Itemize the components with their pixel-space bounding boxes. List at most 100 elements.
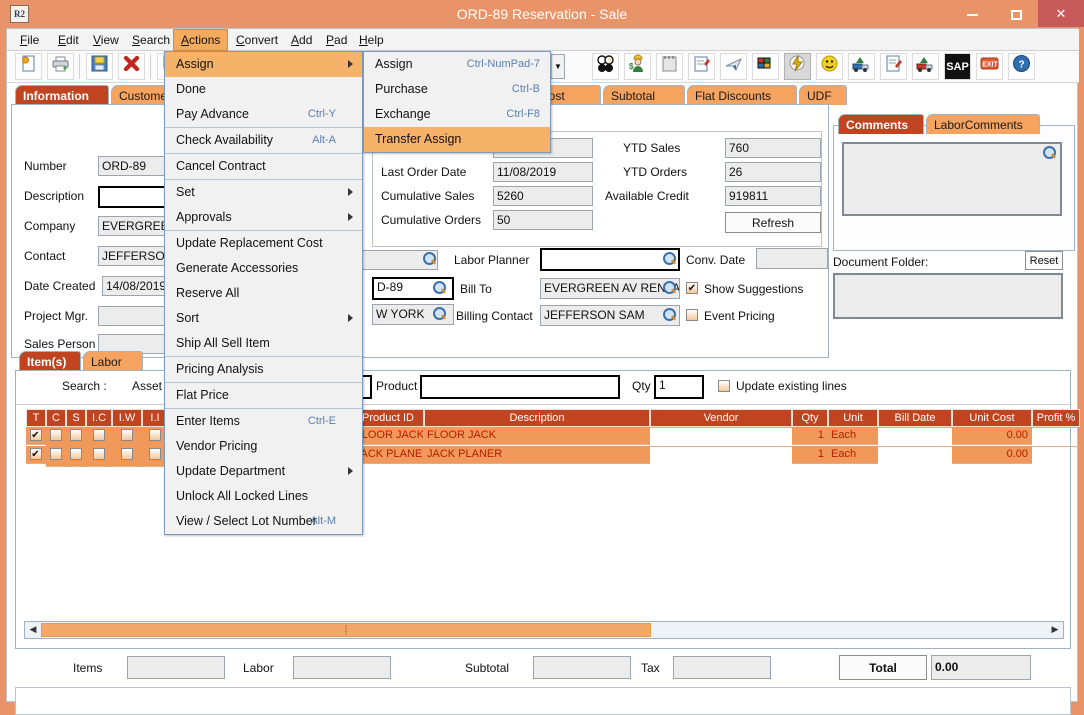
paper-plane-icon[interactable] — [720, 53, 747, 80]
tab-comments[interactable]: Comments — [838, 114, 924, 134]
field-conv-date[interactable] — [756, 248, 828, 269]
edit-document-icon[interactable] — [880, 53, 907, 80]
sap-icon[interactable]: SAP — [944, 53, 971, 80]
truck-load-icon[interactable] — [848, 53, 875, 80]
grid-header-bill-date[interactable]: Bill Date — [878, 409, 952, 427]
row-0-flag-iw[interactable] — [112, 427, 142, 448]
field-labor-planner[interactable] — [540, 248, 680, 271]
qty-input[interactable]: 1 — [654, 375, 704, 399]
row-1-product-id[interactable]: JACK PLANER — [352, 446, 424, 464]
menu-edit[interactable]: Edit — [58, 33, 79, 47]
lookup-icon-bill-to[interactable] — [662, 281, 677, 296]
print-icon[interactable] — [47, 53, 74, 80]
actions-menu-item-pricing-analysis[interactable]: Pricing Analysis — [165, 357, 362, 382]
lookup-icon-order-ref[interactable] — [432, 281, 447, 296]
actions-menu-item-vendor-pricing[interactable]: Vendor Pricing — [165, 434, 362, 459]
actions-menu-item-unlock-all-locked-lines[interactable]: Unlock All Locked Lines — [165, 484, 362, 509]
row-0-bill-date[interactable] — [878, 427, 952, 428]
actions-menu-item-generate-accessories[interactable]: Generate Accessories — [165, 256, 362, 281]
refresh-button[interactable]: Refresh — [725, 212, 821, 233]
notepad-pencil-icon[interactable] — [688, 53, 715, 80]
document-folder-field[interactable] — [833, 273, 1063, 319]
value-tax[interactable] — [673, 656, 771, 679]
assign-submenu-item-exchange[interactable]: Exchange Ctrl-F8 — [364, 102, 550, 127]
actions-menu-item-sort[interactable]: Sort — [165, 306, 362, 331]
grid-header-flag-c[interactable]: C — [46, 409, 66, 427]
minimize-button[interactable] — [950, 0, 994, 27]
actions-menu-item-update-department[interactable]: Update Department — [165, 459, 362, 484]
notepad-icon[interactable] — [656, 53, 683, 80]
grid-header-product-id[interactable]: Product ID — [352, 409, 424, 427]
actions-menu-item-pay-advance[interactable]: Pay Advance Ctrl-Y — [165, 102, 362, 127]
row-1-unit-cost[interactable]: 0.00 — [952, 446, 1032, 464]
grid-header-flag-s[interactable]: S — [66, 409, 86, 427]
grid-header-unit[interactable]: Unit — [828, 409, 878, 427]
grid-horizontal-scrollbar[interactable]: ◀ ┊ ▶ — [24, 621, 1064, 639]
actions-menu-item-flat-price[interactable]: Flat Price — [165, 383, 362, 408]
row-1-flag-s[interactable] — [66, 446, 86, 467]
tab-labor-comments[interactable]: LaborComments — [926, 114, 1040, 134]
row-0-flag-ii[interactable] — [142, 427, 168, 448]
field-billing-contact[interactable]: JEFFERSON SAM — [540, 305, 680, 326]
row-1-vendor[interactable] — [650, 446, 792, 447]
row-0-description[interactable]: FLOOR JACK — [424, 427, 650, 445]
row-0-profit[interactable] — [1032, 427, 1080, 428]
reset-button[interactable]: Reset — [1025, 251, 1063, 270]
tab-flat-discounts[interactable]: Flat Discounts — [687, 85, 797, 105]
lookup-icon-hidden-1[interactable] — [422, 252, 437, 267]
menu-view[interactable]: View — [93, 33, 119, 47]
grid-header-flag-iw[interactable]: I.W — [112, 409, 142, 427]
save-icon[interactable] — [86, 53, 113, 80]
row-1-description[interactable]: JACK PLANER — [424, 446, 650, 464]
comments-lookup-icon[interactable] — [1042, 146, 1057, 161]
row-0-flag-t[interactable]: ✔ — [26, 427, 46, 445]
row-0-flag-c[interactable] — [46, 427, 66, 448]
assign-submenu-item-assign[interactable]: Assign Ctrl-NumPad-7 — [364, 52, 550, 77]
value-last-order-date[interactable]: 11/08/2019 — [493, 162, 593, 182]
total-button[interactable]: Total — [839, 655, 927, 680]
row-1-flag-iw[interactable] — [112, 446, 142, 467]
actions-menu-item-ship-all-sell-item[interactable]: Ship All Sell Item — [165, 331, 362, 356]
assign-submenu-item-transfer-assign[interactable]: Transfer Assign — [364, 127, 550, 152]
grid-header-qty[interactable]: Qty — [792, 409, 828, 427]
delete-icon[interactable] — [118, 53, 145, 80]
comments-textarea[interactable] — [842, 142, 1062, 216]
row-0-vendor[interactable] — [650, 427, 792, 428]
worker-money-icon[interactable]: $ — [624, 53, 651, 80]
row-0-flag-s[interactable] — [66, 427, 86, 448]
scroll-left-arrow-icon[interactable]: ◀ — [26, 623, 40, 637]
row-1-flag-ic[interactable] — [86, 446, 112, 467]
menu-help[interactable]: Help — [359, 33, 384, 47]
grid-header-description[interactable]: Description — [424, 409, 650, 427]
menu-pad[interactable]: Pad — [326, 33, 348, 47]
menu-convert[interactable]: Convert — [236, 33, 279, 47]
row-1-flag-c[interactable] — [46, 446, 66, 467]
menu-actions[interactable]: Actions — [173, 29, 229, 51]
menu-add[interactable]: Add — [291, 33, 313, 47]
tab-labor[interactable]: Labor — [83, 351, 143, 371]
actions-dropdown-menu[interactable]: Assign Done Pay Advance Ctrl-Y Check Availab… — [164, 51, 363, 535]
value-total[interactable]: 0.00 — [931, 655, 1031, 680]
row-1-flag-t[interactable]: ✔ — [26, 446, 46, 464]
row-1-bill-date[interactable] — [878, 446, 952, 447]
value-available-credit[interactable]: 919811 — [725, 186, 821, 206]
value-cumulative-sales[interactable]: 5260 — [493, 186, 593, 206]
actions-menu-item-assign[interactable]: Assign — [165, 52, 362, 77]
assign-submenu[interactable]: Assign Ctrl-NumPad-7 Purchase Ctrl-B Exchang… — [363, 51, 551, 153]
product-search-input[interactable] — [420, 375, 620, 399]
assign-submenu-item-purchase[interactable]: Purchase Ctrl-B — [364, 77, 550, 102]
scroll-right-arrow-icon[interactable]: ▶ — [1048, 623, 1062, 637]
menu-file[interactable]: File — [20, 33, 40, 47]
lookup-icon-billing-contact[interactable] — [662, 308, 677, 323]
grid-header-profit[interactable]: Profit % — [1032, 409, 1080, 427]
truck-deliver-icon[interactable] — [912, 53, 939, 80]
actions-menu-item-approvals[interactable]: Approvals — [165, 205, 362, 230]
database-icon[interactable] — [752, 53, 779, 80]
exit-icon[interactable]: EXIT — [976, 53, 1003, 80]
scrollbar-thumb[interactable]: ┊ — [41, 623, 651, 637]
help-icon[interactable]: ? — [1008, 53, 1035, 80]
grid-header-flag-t[interactable]: T — [26, 409, 46, 427]
menu-search[interactable]: Search — [132, 33, 171, 47]
row-0-unit-cost[interactable]: 0.00 — [952, 427, 1032, 445]
tab-items[interactable]: Item(s) — [19, 351, 81, 371]
